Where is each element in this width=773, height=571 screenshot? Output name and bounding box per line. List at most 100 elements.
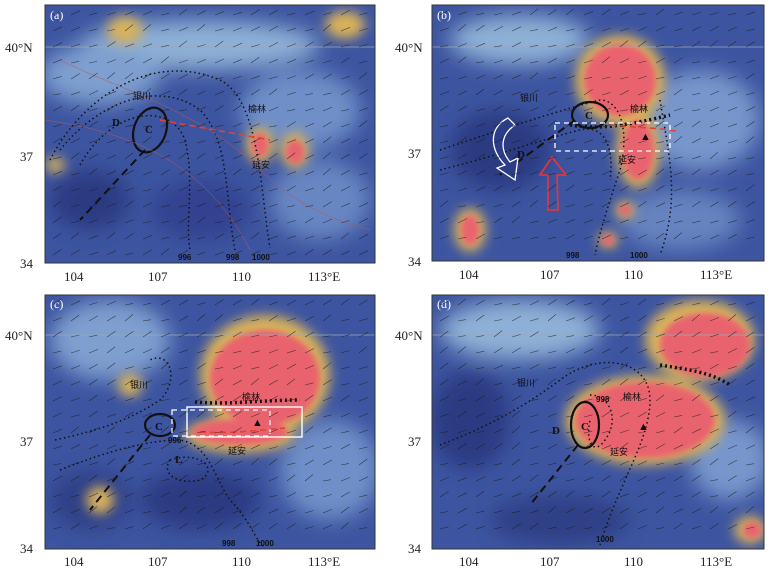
wind-barb <box>637 348 648 354</box>
wind-barb <box>439 362 449 370</box>
wind-barb <box>142 379 152 386</box>
wind-barb <box>322 184 332 192</box>
wind-barb <box>511 121 521 128</box>
wind-barb <box>619 123 629 128</box>
wind-barb <box>250 219 260 224</box>
wind-barb <box>565 478 575 482</box>
wind-barb <box>673 302 683 306</box>
wind-barb <box>673 203 683 208</box>
wind-barb <box>547 45 557 48</box>
wind-barb <box>160 169 170 176</box>
wind-barb <box>673 136 683 144</box>
wind-barb <box>745 121 755 128</box>
wind-barb <box>601 348 612 354</box>
wind-barb <box>124 461 135 466</box>
wind-barb <box>709 75 720 80</box>
wind-barb <box>358 202 369 208</box>
wind-barb <box>196 90 207 96</box>
symbol-l-c: L <box>175 454 182 466</box>
wind-barb <box>655 382 665 386</box>
wind-barb <box>340 202 351 208</box>
wind-barb <box>637 60 647 64</box>
wind-barb <box>547 314 557 322</box>
wind-barb <box>637 366 647 370</box>
wind-barb <box>268 364 279 370</box>
wind-barb <box>691 155 701 160</box>
lon-label-104-d: 104 <box>459 554 479 569</box>
wind-barb <box>475 510 485 514</box>
panel-a-letter: (a) <box>50 8 63 22</box>
wind-barb <box>286 235 297 240</box>
wind-barb <box>322 414 332 418</box>
wind-barb <box>340 250 351 256</box>
wind-barb <box>232 92 242 96</box>
wind-barb <box>358 187 369 192</box>
wind-barb <box>160 362 170 370</box>
wind-barb <box>106 396 117 402</box>
wind-barb <box>439 188 449 192</box>
wind-barb <box>304 394 314 402</box>
wind-barb <box>52 412 63 418</box>
city-yanan-a: 延安 <box>252 159 270 171</box>
wind-barb <box>673 462 683 466</box>
wind-barb <box>160 524 171 530</box>
wind-barb <box>619 442 629 450</box>
wind-barb <box>286 317 296 322</box>
lon-label-104-a: 104 <box>64 269 84 284</box>
wind-barb <box>475 412 486 418</box>
lat-label-34-b: 34 <box>408 254 422 269</box>
wind-barb <box>178 217 188 224</box>
wind-barb <box>232 168 242 176</box>
wind-barb <box>691 491 701 498</box>
wind-barb <box>493 478 503 482</box>
wind-barb <box>70 349 80 354</box>
wind-barb <box>709 334 719 338</box>
wind-barb <box>88 12 98 16</box>
wind-barb <box>52 124 62 128</box>
wind-barb <box>142 10 153 16</box>
wind-barb <box>583 315 593 322</box>
wind-barb <box>475 138 486 144</box>
wind-barb <box>286 299 297 306</box>
wind-barb <box>268 301 279 306</box>
wind-barb <box>655 202 666 208</box>
wind-barb <box>493 74 504 80</box>
wind-barb <box>457 76 467 80</box>
wind-barb <box>70 43 80 48</box>
lon-label-104-c: 104 <box>64 554 84 569</box>
wind-barb <box>196 314 206 322</box>
wind-barb <box>250 298 260 306</box>
wind-barb <box>106 346 116 354</box>
wind-barb <box>124 526 134 530</box>
city-yulin-c: 榆林 <box>242 391 260 403</box>
panel-d: (d) 银川 榆林 延安 D C ▲ 998 1000 40°N 37 34 1… <box>395 294 765 569</box>
wind-barb <box>52 156 62 160</box>
wind-barb <box>457 11 468 16</box>
wind-barb <box>214 104 224 112</box>
wind-barb <box>160 299 171 306</box>
wind-barb <box>601 430 611 434</box>
wind-barb <box>142 494 152 498</box>
wind-barb <box>655 365 665 370</box>
city-yinchuan-b: 银川 <box>520 92 538 104</box>
wind-barb <box>358 332 369 338</box>
wind-barb <box>142 43 153 48</box>
wind-barb <box>493 236 503 240</box>
lon-label-110-b: 110 <box>624 267 643 282</box>
wind-barb <box>529 364 540 370</box>
wind-barb <box>511 74 522 80</box>
wind-barb <box>583 459 593 466</box>
wind-barb <box>529 318 539 322</box>
wind-barb <box>178 506 188 514</box>
wind-barb <box>304 459 314 466</box>
wind-barb <box>52 105 63 112</box>
wind-barb <box>142 57 153 64</box>
wind-barb <box>250 202 261 208</box>
wind-barb <box>511 458 521 466</box>
wind-barb <box>583 235 593 240</box>
wind-barb <box>160 382 170 386</box>
wind-barb <box>340 27 351 32</box>
wind-barb <box>691 349 702 354</box>
wind-barb <box>691 109 700 112</box>
wind-barb <box>727 366 737 370</box>
